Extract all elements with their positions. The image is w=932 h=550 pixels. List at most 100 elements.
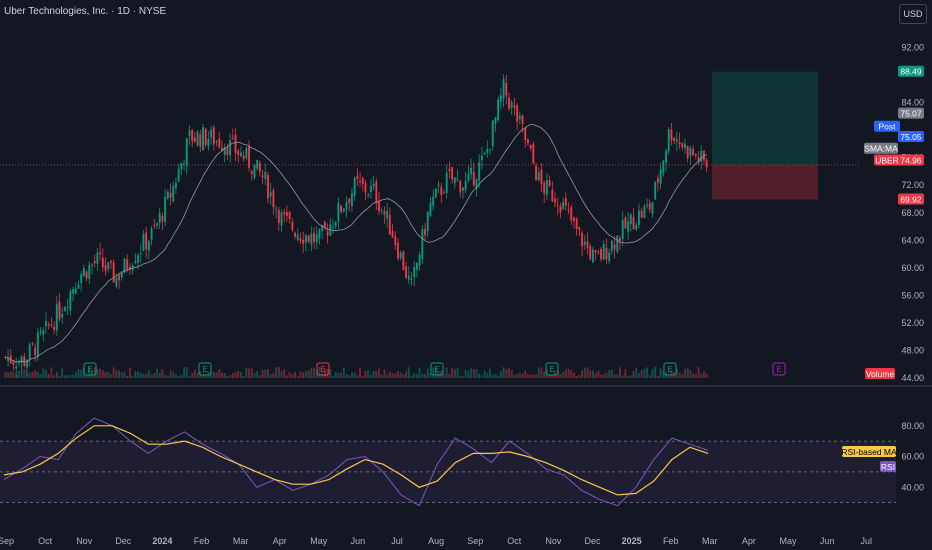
candle-body	[229, 140, 232, 156]
volume-bar	[570, 370, 573, 378]
time-axis-label: May	[310, 536, 328, 546]
volume-bar	[280, 370, 283, 378]
volume-bar	[686, 367, 689, 378]
time-axis-label: Sep	[467, 536, 483, 546]
candle-body	[448, 169, 451, 172]
volume-bar	[537, 367, 540, 378]
volume-bar	[337, 372, 340, 378]
candle-body	[405, 266, 408, 278]
price-axis-badge-label: 74.96	[900, 155, 922, 165]
rsi-ma-badge	[842, 446, 896, 457]
price-axis-badge	[874, 154, 900, 166]
candle-body	[101, 257, 104, 268]
volume-bar	[684, 368, 686, 378]
candle-body	[302, 239, 305, 244]
volume-bar	[638, 372, 640, 378]
candle-body	[505, 82, 508, 96]
candle-body	[594, 250, 597, 253]
earnings-marker-label: E	[667, 365, 672, 374]
candle-body	[421, 229, 424, 259]
earnings-marker-icon	[663, 362, 677, 376]
volume-bar	[432, 367, 435, 378]
candle-body	[345, 202, 348, 210]
volume-bar	[410, 375, 413, 378]
time-axis-label: 2025	[622, 536, 642, 546]
price-axis-badge-label: 75.07	[900, 109, 922, 119]
candle-body	[675, 139, 678, 142]
candle-body	[348, 198, 351, 204]
candle-body	[245, 148, 248, 159]
volume-bar	[318, 367, 321, 378]
volume-bar	[462, 375, 464, 378]
volume-bar	[494, 373, 497, 378]
volume-bar	[646, 367, 649, 378]
candle-body	[470, 167, 473, 175]
volume-bar	[689, 370, 692, 378]
volume-bar	[364, 370, 367, 378]
time-axis-label: Jun	[351, 536, 366, 546]
candle-body	[486, 148, 489, 153]
volume-bar	[272, 372, 275, 378]
candle-body	[494, 117, 497, 124]
volume-bar	[621, 375, 624, 378]
candle-body	[286, 212, 288, 216]
candle-body	[573, 217, 575, 221]
volume-bar	[115, 370, 118, 378]
volume-bar	[26, 373, 28, 378]
candle-body	[55, 304, 58, 331]
volume-bar	[489, 368, 491, 378]
candle-body	[118, 275, 121, 281]
candle-body	[53, 326, 56, 330]
volume-bar	[478, 373, 481, 378]
candle-body	[578, 227, 581, 230]
candle-body	[196, 132, 199, 146]
volume-bar	[340, 372, 343, 378]
candle-body	[74, 288, 77, 294]
candle-body	[502, 78, 505, 99]
candle-body	[694, 154, 697, 156]
candle-body	[85, 271, 88, 279]
volume-bar	[402, 374, 405, 378]
currency-button[interactable]: USD	[899, 4, 927, 24]
candle-body	[318, 229, 321, 239]
volume-bar	[667, 374, 670, 378]
volume-bar	[654, 367, 657, 378]
volume-bar	[128, 367, 131, 378]
volume-bar	[551, 375, 554, 378]
price-tick-label: 60.00	[901, 263, 924, 273]
volume-bar	[55, 371, 58, 378]
price-axis-badge-label: 88.49	[900, 67, 922, 77]
candle-body	[410, 278, 413, 280]
volume-bar	[648, 374, 651, 378]
volume-bar	[375, 371, 378, 378]
volume-bar	[20, 371, 23, 378]
candle-body	[478, 162, 481, 181]
candle-body	[291, 221, 294, 230]
candle-body	[397, 242, 399, 259]
candle-body	[467, 173, 470, 181]
volume-bar	[202, 374, 204, 378]
candle-body	[26, 359, 28, 368]
candle-body	[499, 95, 502, 102]
volume-bar	[237, 370, 240, 378]
candle-body	[619, 238, 621, 242]
candle-body	[605, 247, 608, 260]
candle-body	[313, 232, 315, 242]
volume-bar	[675, 368, 678, 378]
volume-bar	[670, 370, 673, 378]
volume-bar	[421, 373, 424, 378]
earnings-marker-label: E	[202, 365, 207, 374]
time-axis-label: Oct	[507, 536, 522, 546]
volume-bar	[210, 371, 213, 378]
volume-bar	[28, 372, 31, 378]
candle-body	[369, 186, 372, 193]
price-axis-badge-label: Post	[878, 122, 896, 132]
volume-bar	[112, 367, 115, 378]
candle-body	[537, 172, 540, 181]
candle-body	[7, 357, 10, 362]
volume-bar	[193, 369, 196, 378]
volume-bar	[218, 369, 221, 378]
volume-bar	[397, 371, 399, 378]
candle-body	[621, 220, 624, 240]
